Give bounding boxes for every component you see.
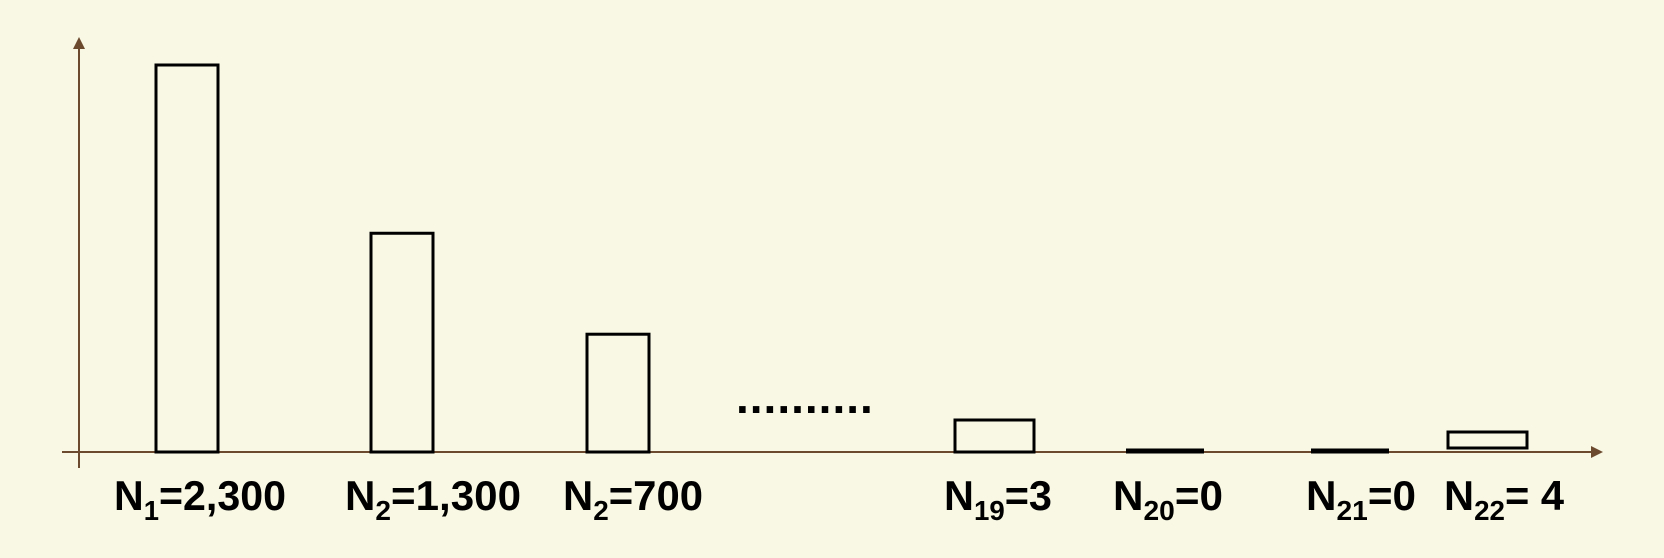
bar-label-value: = 4 bbox=[1505, 472, 1565, 519]
bar-label-symbol: N bbox=[944, 472, 974, 519]
bar-label-subscript: 2 bbox=[375, 495, 391, 526]
bar-label: N19=3 bbox=[944, 472, 1052, 526]
bar-label-subscript: 20 bbox=[1144, 495, 1175, 526]
bar bbox=[154, 63, 220, 454]
bar-label: N2=1,300 bbox=[345, 472, 521, 526]
bar-label: N21=0 bbox=[1306, 472, 1416, 526]
bar-label-symbol: N bbox=[114, 472, 144, 519]
labels-layer: N1=2,300 N2=1,300 N2=700 N19=3 N20=0 N21=0 N22… bbox=[114, 472, 1565, 526]
bar-label-value: =700 bbox=[609, 472, 703, 519]
bar-label: N22= 4 bbox=[1444, 472, 1565, 526]
bar bbox=[953, 418, 1036, 454]
bar-label-subscript: 19 bbox=[974, 495, 1005, 526]
bar-label-value: =0 bbox=[1368, 472, 1416, 519]
bar-label: N20=0 bbox=[1113, 472, 1223, 526]
gap-ellipsis: .......... bbox=[736, 371, 874, 423]
bar bbox=[369, 231, 435, 454]
bar-label-symbol: N bbox=[1444, 472, 1474, 519]
bar-label-subscript: 2 bbox=[593, 495, 609, 526]
bar-label-subscript: 21 bbox=[1337, 495, 1368, 526]
bar-label-value: =0 bbox=[1175, 472, 1223, 519]
bar-label-value: =1,300 bbox=[391, 472, 521, 519]
bar bbox=[1446, 430, 1529, 450]
bar bbox=[585, 332, 651, 454]
bar-label-symbol: N bbox=[563, 472, 593, 519]
bar-label-value: =3 bbox=[1005, 472, 1052, 519]
bar-label-symbol: N bbox=[1306, 472, 1337, 519]
bars-layer bbox=[154, 63, 1529, 454]
bar-label-subscript: 22 bbox=[1474, 495, 1505, 526]
bar-label: N1=2,300 bbox=[114, 472, 286, 526]
bar-label-subscript: 1 bbox=[144, 495, 159, 526]
bar-label-symbol: N bbox=[345, 472, 375, 519]
bar-label-value: =2,300 bbox=[159, 472, 286, 519]
bar-label-symbol: N bbox=[1113, 472, 1144, 519]
bar-label: N2=700 bbox=[563, 472, 703, 526]
